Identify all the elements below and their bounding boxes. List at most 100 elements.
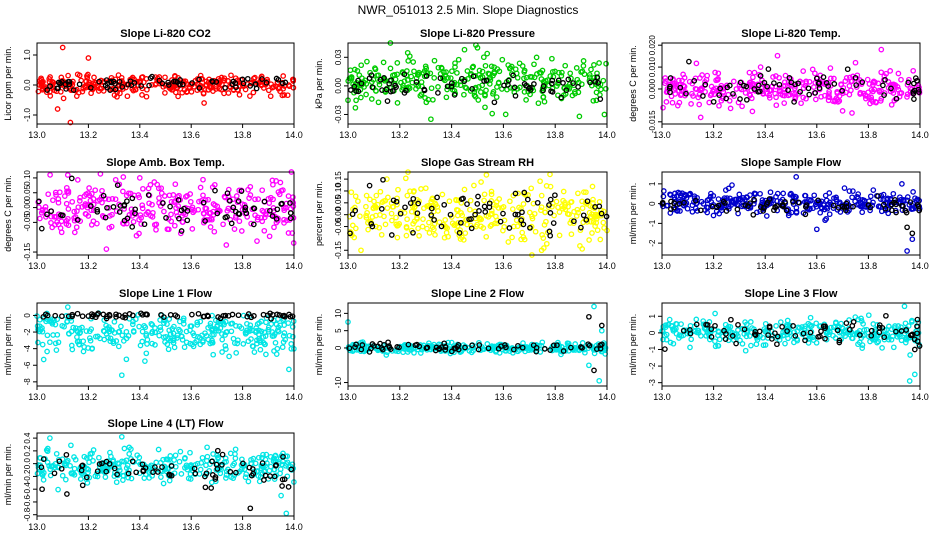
data-point [269,84,276,91]
data-point [560,80,566,86]
data-point [347,67,354,74]
data-point [547,210,554,216]
data-point [281,322,288,328]
data-point [88,190,95,197]
data-point [394,71,401,78]
data-point [582,349,588,356]
data-point [468,225,475,232]
data-point [410,59,417,65]
data-point [592,79,599,85]
data-point [668,323,675,330]
data-point [875,193,881,199]
data-point [483,172,490,178]
data-point [394,60,401,66]
data-point [123,356,130,363]
data-point [168,218,175,225]
data-point [392,82,398,89]
data-point [111,465,118,472]
data-point [689,90,695,97]
data-point [782,83,788,89]
data-point [462,84,469,91]
data-point [242,204,249,211]
data-point [831,81,838,87]
data-point [474,44,481,51]
data-point [595,83,602,90]
data-point [776,88,783,95]
x-tick-label: 13.6 [182,522,200,532]
data-point [196,76,202,83]
data-point [755,82,762,89]
data-point [146,475,153,481]
data-point [178,471,185,477]
data-point [769,336,775,342]
data-point [349,222,356,229]
data-point [136,175,143,181]
data-point [509,206,516,212]
data-point [129,458,136,465]
y-tick-label: 0.010 [648,57,657,78]
data-point [435,90,441,96]
data-point [580,212,587,219]
data-point [480,54,487,61]
y-tick-label: -0.05 [23,213,32,232]
data-point [115,72,122,78]
data-point [111,318,118,325]
data-point [168,463,175,469]
data-point [816,85,823,92]
data-point [579,205,586,212]
data-point [252,81,259,87]
data-point [266,200,273,206]
data-point [88,90,94,97]
data-point [229,311,236,318]
data-point [441,340,448,347]
data-point [543,240,550,247]
data-point [578,224,584,231]
data-point [410,229,416,236]
data-point [388,232,395,238]
data-point [688,336,695,343]
data-point [598,341,605,348]
data-point [167,203,173,210]
data-point [906,76,912,83]
data-point [715,75,721,82]
data-point [792,332,799,339]
data-point [588,218,594,225]
data-point [530,87,537,94]
data-point [793,174,800,180]
data-point [577,227,584,234]
data-point [603,60,609,67]
data-point [751,196,757,203]
data-point [191,465,198,472]
data-point [55,486,61,493]
data-point [375,99,382,106]
data-point [762,320,769,327]
data-point [54,106,61,112]
data-point [158,185,165,192]
data-point [79,462,85,469]
data-point [38,225,45,232]
data-point [240,341,247,347]
data-point [684,205,691,212]
data-point [103,246,110,252]
data-point [520,221,527,228]
data-point [119,458,125,465]
data-point [666,85,673,92]
data-point [265,328,272,335]
data-point [259,218,266,225]
data-point [44,332,51,339]
data-point [368,221,375,227]
data-point [813,320,820,327]
x-tick-label: 13.4 [756,392,774,402]
data-point [527,224,533,231]
data-point [126,311,133,317]
data-point [481,191,488,198]
data-point [99,460,105,467]
data-point [112,196,119,203]
data-point [601,111,608,118]
data-point [816,80,823,86]
data-point [68,442,74,449]
data-point [453,206,460,213]
data-point [474,201,481,207]
y-tick-label: -0.15 [334,241,343,260]
